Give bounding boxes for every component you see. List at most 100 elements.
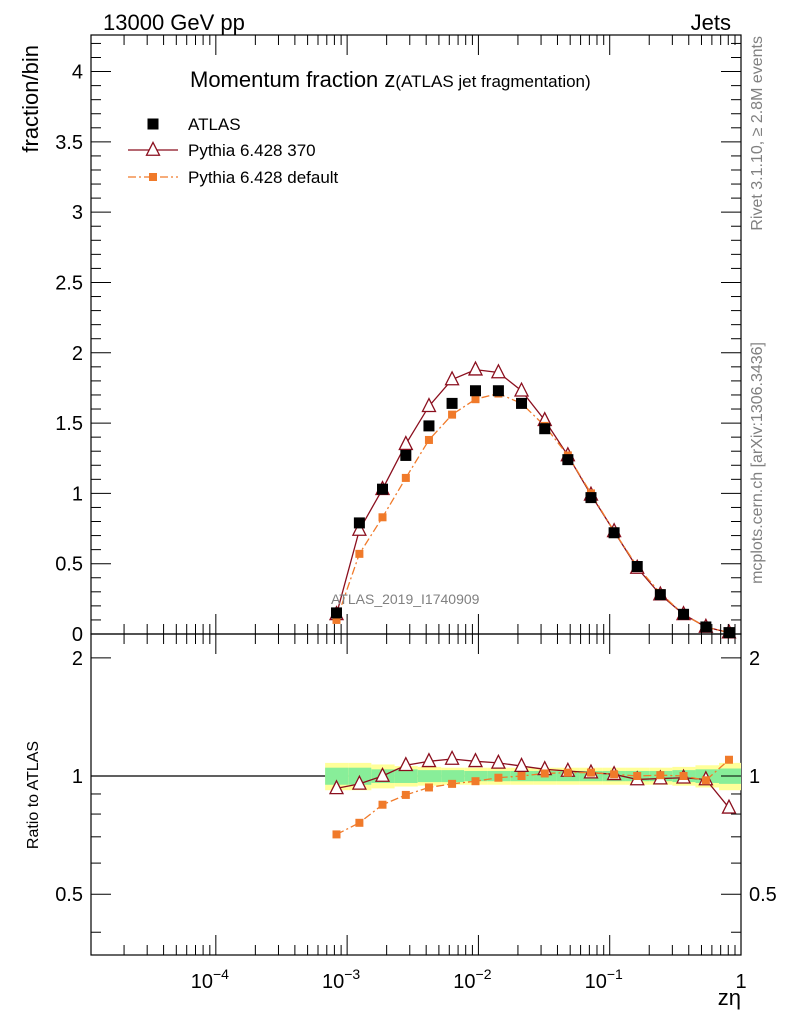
- ratio-point-pythia-370: [721, 798, 737, 814]
- point-atlas: [654, 589, 666, 601]
- point-atlas: [539, 423, 551, 435]
- ratio-point-pythia-370: [467, 752, 484, 768]
- ratio-point-pythia-default: [586, 768, 595, 777]
- ratio-point-pythia-default: [517, 772, 526, 781]
- chart-title-main: Momentum fraction z: [190, 67, 395, 92]
- point-atlas: [377, 483, 389, 495]
- y-tick-label: 1: [72, 483, 83, 505]
- x-tick-label: 10−1: [585, 966, 623, 993]
- ratio-point-pythia-default: [724, 755, 733, 764]
- y-tick-label: 1.5: [55, 413, 83, 435]
- ratio-point-pythia-default: [355, 818, 364, 827]
- point-pythia-370: [351, 520, 367, 536]
- y-tick-label: 0.5: [55, 554, 83, 576]
- y-tick-label: 3.5: [55, 132, 83, 154]
- ratio-point-pythia-default: [701, 776, 710, 785]
- point-pythia-370: [444, 370, 460, 386]
- ratio-point-pythia-default: [424, 783, 433, 792]
- point-pythia-370: [421, 397, 437, 413]
- ratio-point-pythia-default: [540, 769, 549, 778]
- ratio-y-tick-label: 2: [72, 648, 83, 670]
- ratio-point-pythia-370: [421, 752, 437, 768]
- ratio-point-pythia-default: [378, 800, 387, 809]
- ratio-point-pythia-default: [633, 772, 642, 781]
- point-pythia-default: [401, 473, 410, 482]
- ratio-point-pythia-default: [563, 768, 572, 777]
- y-tick-label: 0: [72, 624, 83, 646]
- band-inner-bin: [325, 767, 349, 785]
- ratio-point-pythia-370: [490, 753, 506, 769]
- x-tick-label: 10−2: [453, 966, 491, 993]
- legend-label: Pythia 6.428 370: [188, 141, 316, 160]
- band-inner-bin: [394, 769, 418, 783]
- x-tick-label: 1: [735, 971, 746, 993]
- ratio-point-pythia-370: [444, 749, 460, 765]
- point-atlas: [516, 397, 528, 409]
- point-pythia-370: [467, 360, 484, 376]
- ratio-panel-frame: [90, 633, 742, 956]
- y-tick-label: 4: [72, 62, 83, 84]
- ratio-y-tick-label: 0.5: [55, 884, 83, 906]
- side-label-rivet: Rivet 3.1.10, ≥ 2.8M events: [749, 36, 766, 231]
- band-inner-bin: [441, 770, 465, 783]
- y-tick-label: 3: [72, 202, 83, 224]
- chart-title-sub: (ATLAS jet fragmentation): [395, 72, 590, 91]
- point-atlas: [585, 492, 597, 504]
- ratio-y-tick-label-right: 0.5: [749, 884, 777, 906]
- ratio-point-pythia-default: [494, 773, 503, 782]
- watermark: ATLAS_2019_I1740909: [331, 591, 480, 607]
- point-atlas: [678, 608, 690, 620]
- band-inner-bin: [464, 770, 488, 782]
- header-right: Jets: [691, 10, 731, 35]
- point-pythia-370: [490, 363, 506, 379]
- point-pythia-370: [513, 381, 530, 397]
- uncertainty-band: [325, 762, 741, 791]
- point-atlas: [492, 385, 504, 397]
- point-atlas: [423, 420, 435, 432]
- point-pythia-default: [355, 549, 364, 558]
- point-pythia-default: [471, 395, 480, 404]
- x-tick-label: 10−3: [322, 966, 360, 993]
- point-atlas: [330, 607, 342, 619]
- point-pythia-default: [378, 513, 387, 522]
- point-pythia-370: [398, 435, 414, 451]
- ratio-y-tick-label-right: 2: [749, 648, 760, 670]
- ratio-point-pythia-default: [610, 770, 619, 779]
- legend-marker-pythia-default: [149, 173, 157, 181]
- point-atlas: [469, 385, 481, 397]
- ratio-point-pythia-default: [401, 790, 410, 799]
- ratio-y-tick-label-right: 1: [749, 766, 760, 788]
- legend-label: ATLAS: [188, 115, 241, 134]
- x-tick-label: 10−4: [191, 966, 229, 993]
- point-atlas: [400, 449, 412, 461]
- side-label-mcplots: mcplots.cern.ch [arXiv:1306.3436]: [749, 342, 766, 584]
- ratio-y-axis-label: Ratio to ATLAS: [25, 741, 42, 849]
- point-pythia-default: [424, 435, 433, 444]
- point-atlas: [353, 517, 365, 529]
- ratio-point-pythia-default: [471, 777, 480, 786]
- point-atlas: [631, 561, 643, 573]
- chart-title: Momentum fraction z(ATLAS jet fragmentat…: [190, 67, 591, 92]
- point-atlas: [446, 397, 458, 409]
- y-tick-label: 2.5: [55, 272, 83, 294]
- point-atlas: [700, 621, 712, 633]
- point-pythia-default: [448, 410, 457, 419]
- ratio-y-tick-label: 1: [72, 766, 83, 788]
- ratio-point-pythia-default: [332, 830, 341, 839]
- ratio-point-pythia-default: [679, 772, 688, 781]
- point-atlas: [562, 454, 574, 466]
- legend-marker-pythia-370: [145, 140, 161, 156]
- x-axis-label: zη: [718, 985, 741, 1010]
- ratio-point-pythia-default: [448, 779, 457, 788]
- band-inner-bin: [417, 770, 442, 783]
- ratio-point-pythia-370: [374, 766, 391, 782]
- ratio-point-pythia-370: [513, 757, 530, 772]
- header-left: 13000 GeV pp: [103, 10, 245, 35]
- point-atlas: [608, 527, 620, 539]
- legend-marker-atlas: [147, 118, 159, 130]
- point-pythia-default: [332, 615, 341, 624]
- ratio-point-pythia-370: [398, 756, 414, 772]
- ratio-point-pythia-370: [351, 774, 367, 790]
- y-axis-label: fraction/bin: [18, 45, 43, 153]
